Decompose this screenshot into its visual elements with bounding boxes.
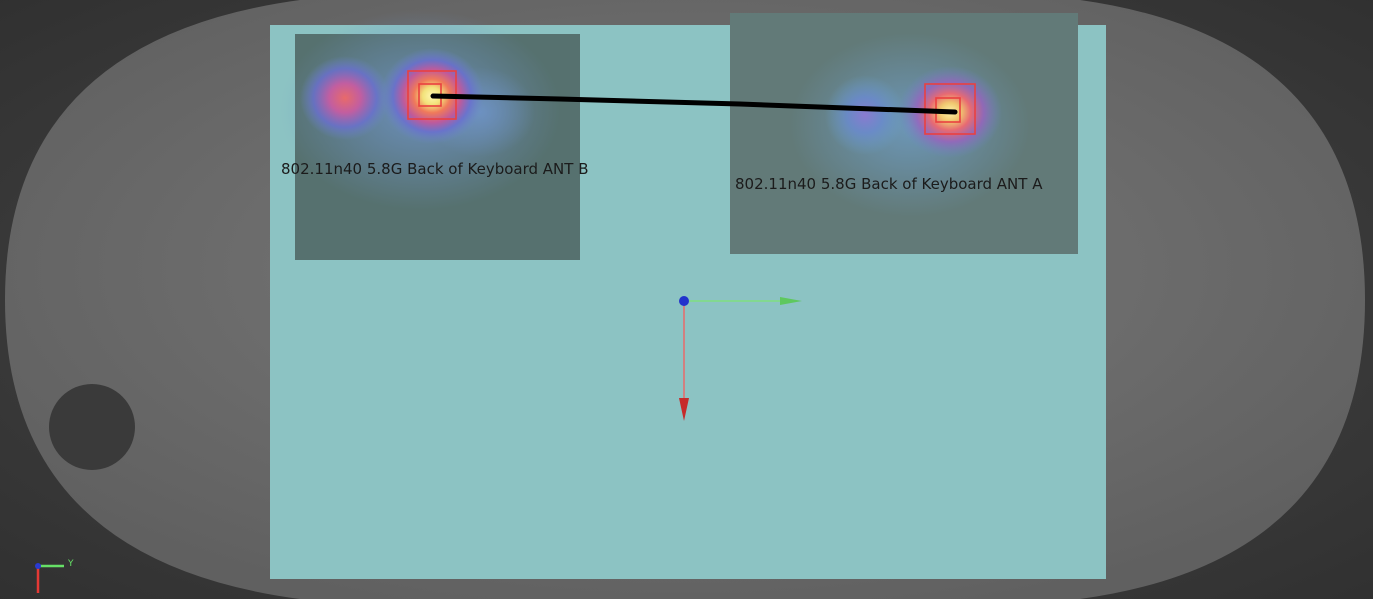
scan-region-ant-b[interactable] bbox=[280, 10, 580, 260]
device-hole bbox=[49, 384, 135, 470]
scan-region-ant-a[interactable] bbox=[730, 13, 1078, 254]
orientation-y-label: Y bbox=[67, 559, 74, 569]
gizmo-y-arrow-icon[interactable] bbox=[780, 297, 802, 305]
gizmo-x-arrow-icon[interactable] bbox=[679, 398, 689, 421]
gizmo-origin-icon[interactable] bbox=[679, 296, 689, 306]
transform-gizmo[interactable] bbox=[679, 296, 802, 421]
antenna-connector-line bbox=[430, 93, 958, 115]
orientation-origin-icon bbox=[35, 563, 41, 569]
antenna-a-label: 802.11n40 5.8G Back of Keyboard ANT A bbox=[735, 175, 1043, 193]
orientation-axes: Y bbox=[35, 559, 74, 593]
antenna-b-label: 802.11n40 5.8G Back of Keyboard ANT B bbox=[281, 160, 589, 178]
